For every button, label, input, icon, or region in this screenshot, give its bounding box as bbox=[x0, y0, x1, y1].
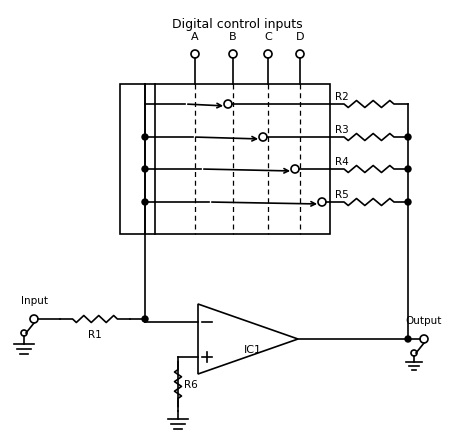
Circle shape bbox=[405, 336, 411, 342]
Text: Input: Input bbox=[20, 295, 47, 305]
Text: Digital control inputs: Digital control inputs bbox=[172, 18, 302, 31]
Text: IC1: IC1 bbox=[244, 344, 262, 354]
Circle shape bbox=[142, 135, 148, 141]
Circle shape bbox=[405, 200, 411, 205]
Text: R1: R1 bbox=[88, 329, 102, 339]
Circle shape bbox=[405, 166, 411, 173]
Text: R5: R5 bbox=[335, 190, 349, 200]
Text: C: C bbox=[264, 32, 272, 42]
Text: R2: R2 bbox=[335, 92, 349, 102]
Circle shape bbox=[142, 316, 148, 322]
Bar bbox=[120, 85, 330, 234]
Circle shape bbox=[405, 135, 411, 141]
Circle shape bbox=[142, 166, 148, 173]
Text: R6: R6 bbox=[184, 379, 198, 389]
Text: B: B bbox=[229, 32, 237, 42]
Text: D: D bbox=[296, 32, 304, 42]
Text: R4: R4 bbox=[335, 157, 349, 166]
Circle shape bbox=[142, 200, 148, 205]
Text: R3: R3 bbox=[335, 125, 349, 135]
Text: Output: Output bbox=[406, 315, 442, 325]
Text: A: A bbox=[191, 32, 199, 42]
